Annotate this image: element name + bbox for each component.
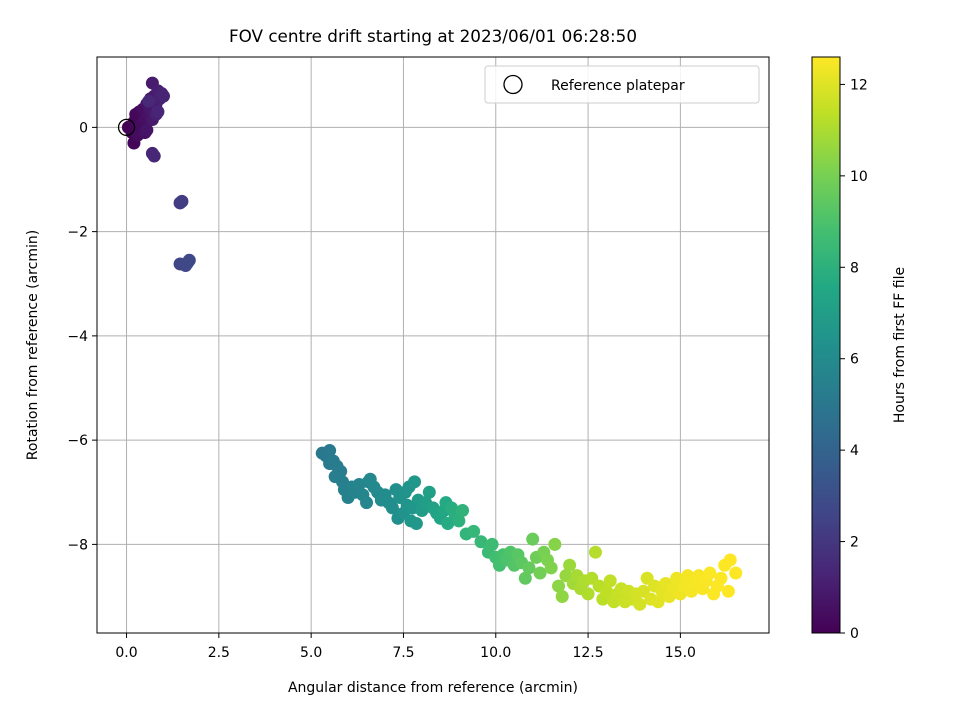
data-point	[147, 149, 161, 163]
x-tick-label: 7.5	[392, 645, 414, 661]
data-point	[408, 475, 422, 489]
legend-reference-marker	[503, 74, 523, 95]
colorbar-tick-label: 6	[850, 352, 859, 368]
data-point	[518, 571, 532, 585]
x-tick-label: 5.0	[300, 645, 322, 661]
data-point	[563, 558, 577, 572]
data-point	[522, 561, 536, 575]
data-point	[526, 532, 540, 546]
data-points	[117, 76, 743, 611]
data-point	[714, 571, 728, 585]
y-tick-label: 0	[79, 120, 88, 136]
data-point	[385, 501, 399, 515]
data-point	[422, 485, 436, 499]
data-point	[474, 535, 488, 549]
data-point	[360, 496, 374, 510]
data-point	[140, 123, 154, 137]
data-point	[555, 590, 569, 604]
grid	[97, 57, 769, 633]
y-tick-label: −2	[67, 225, 88, 241]
x-axis-label: Angular distance from reference (arcmin)	[288, 680, 578, 696]
x-axis-ticks: 0.0 2.5 5.0 7.5 10.0 12.5 15.0	[115, 633, 696, 661]
data-point	[603, 574, 617, 588]
data-point	[651, 595, 665, 609]
y-tick-label: −8	[67, 537, 88, 553]
colorbar-tick-label: 4	[850, 443, 859, 459]
data-point	[721, 584, 735, 598]
data-point	[409, 517, 423, 531]
data-point	[633, 597, 647, 611]
data-point	[703, 566, 717, 580]
legend: Reference platepar	[484, 65, 760, 104]
chart-title: FOV centre drift starting at 2023/06/01 …	[229, 26, 637, 46]
colorbar-tick-label: 0	[850, 626, 859, 642]
data-point	[323, 444, 337, 458]
colorbar-tick-label: 8	[850, 260, 859, 276]
data-point	[156, 89, 170, 103]
data-point	[456, 504, 470, 518]
y-tick-label: −4	[67, 329, 88, 345]
data-point	[151, 105, 165, 119]
data-point	[544, 561, 558, 575]
data-point	[142, 94, 156, 108]
data-point	[452, 514, 466, 528]
data-point	[533, 566, 547, 580]
data-point	[548, 537, 562, 551]
legend-box	[484, 65, 760, 104]
x-tick-label: 15.0	[665, 645, 696, 661]
x-tick-label: 12.5	[572, 645, 603, 661]
colorbar-gradient	[811, 56, 841, 634]
y-axis-ticks: 0 −2 −4 −6 −8	[67, 120, 97, 553]
x-tick-label: 2.5	[208, 645, 230, 661]
x-tick-label: 0.0	[115, 645, 137, 661]
data-point	[588, 545, 602, 559]
data-point	[467, 524, 481, 538]
data-point	[180, 256, 194, 270]
colorbar-tick-label: 10	[850, 169, 868, 185]
data-point	[723, 553, 737, 567]
y-axis-label: Rotation from reference (arcmin)	[25, 230, 41, 460]
data-point	[334, 464, 348, 478]
plot-area-frame	[96, 56, 770, 634]
y-tick-label: −6	[67, 433, 88, 449]
reference-platepar-marker	[117, 118, 136, 137]
colorbar: 0 2 4 6 8 10 12 Hours from first FF file	[811, 56, 908, 642]
colorbar-tick-label: 2	[850, 535, 859, 551]
x-tick-label: 10.0	[480, 645, 511, 661]
data-point	[552, 579, 566, 593]
colorbar-ticks: 0 2 4 6 8 10 12	[840, 77, 868, 642]
colorbar-label: Hours from first FF file	[892, 267, 908, 423]
data-point	[729, 566, 743, 580]
data-point	[600, 584, 614, 598]
colorbar-tick-label: 12	[850, 77, 868, 93]
data-point	[581, 587, 595, 601]
data-point	[485, 537, 499, 551]
legend-label-reference: Reference platepar	[551, 78, 685, 94]
data-point	[175, 194, 189, 208]
